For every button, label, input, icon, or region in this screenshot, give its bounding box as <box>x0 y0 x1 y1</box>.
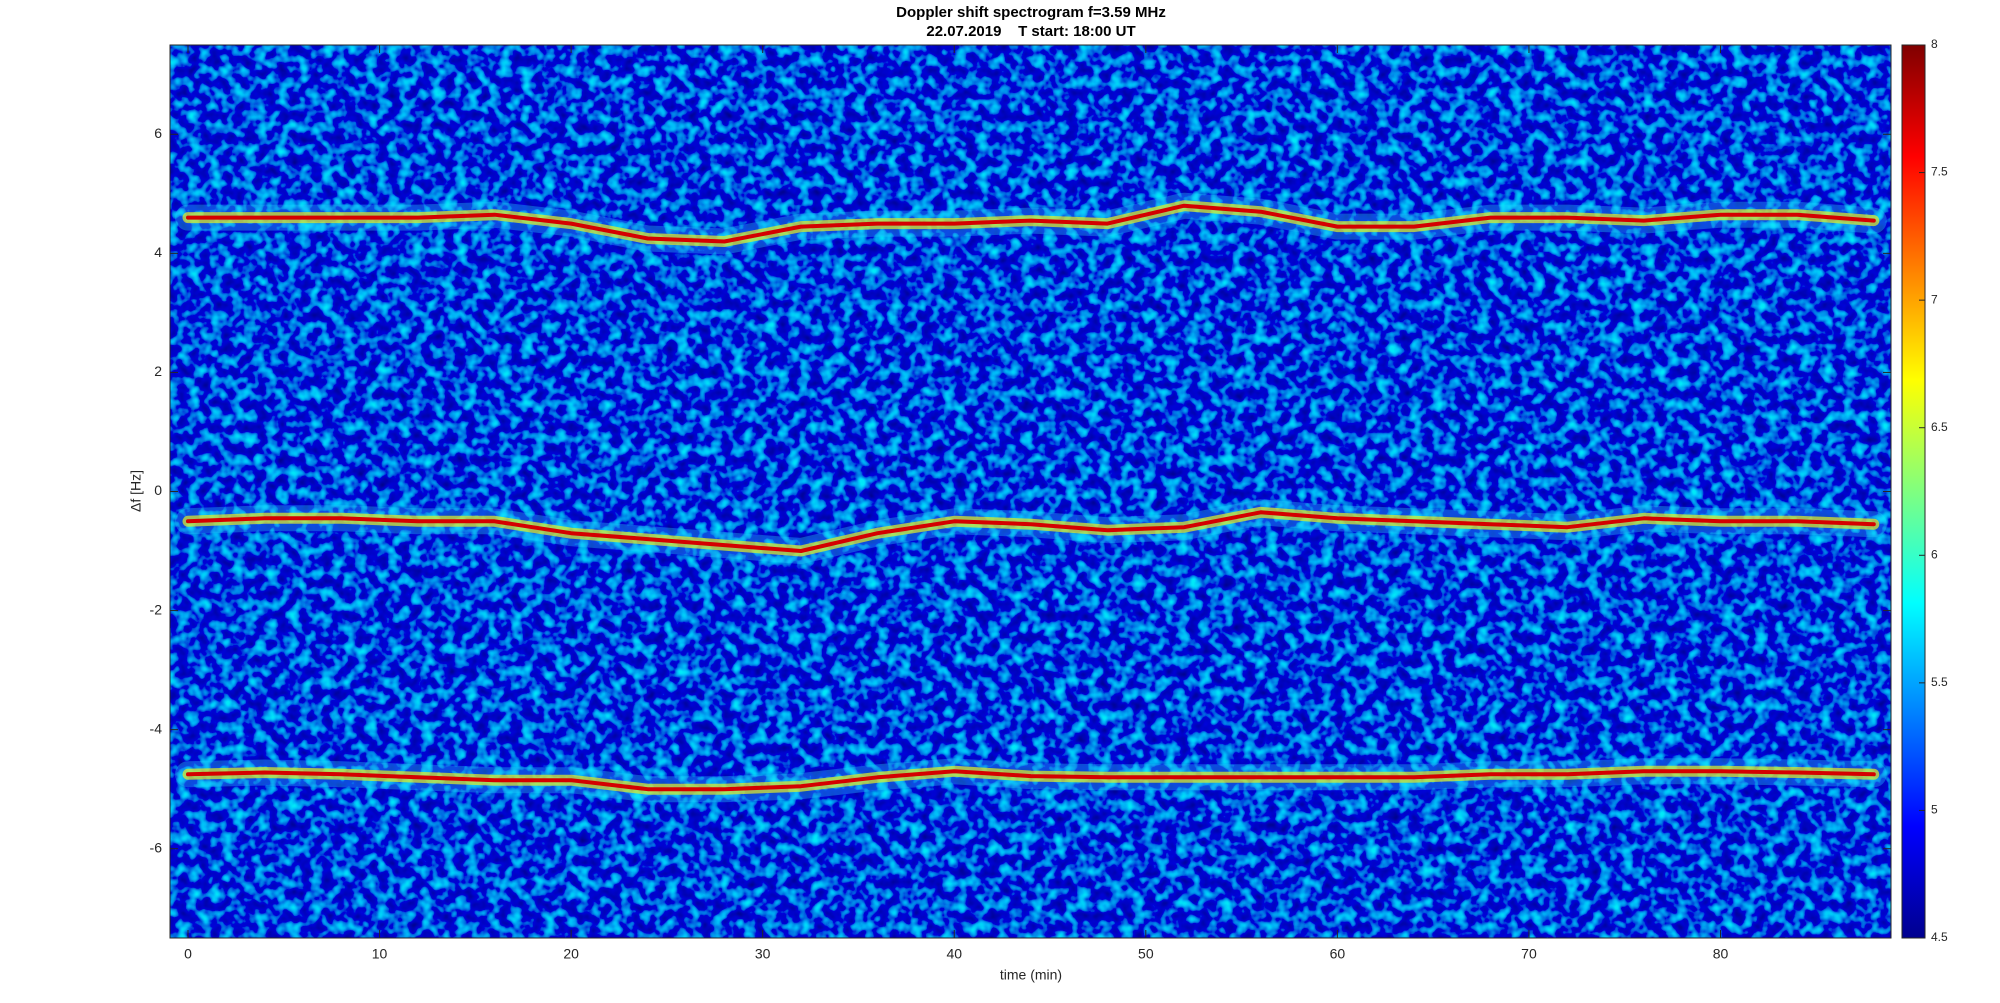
y-tick-label: 4 <box>154 244 162 260</box>
colorbar-tick-label: 5 <box>1931 803 1938 817</box>
x-tick-label: 70 <box>1521 946 1537 962</box>
trace <box>186 510 1876 553</box>
x-tick-label: 20 <box>563 946 579 962</box>
colorbar-tick-label: 5.5 <box>1931 675 1948 689</box>
colorbar-tick-label: 6.5 <box>1931 420 1948 434</box>
chart-title: Doppler shift spectrogram f=3.59 MHz <box>896 4 1166 21</box>
y-tick-label: -2 <box>150 601 163 617</box>
traces <box>175 192 1887 803</box>
y-axis-label: Δf [Hz] <box>128 470 144 512</box>
x-tick-label: 40 <box>946 946 962 962</box>
y-tick-label: -6 <box>150 839 163 855</box>
y-tick-label: -4 <box>150 720 163 736</box>
x-tick-label: 80 <box>1713 946 1729 962</box>
x-tick-label: 50 <box>1138 946 1154 962</box>
y-tick-label: 0 <box>154 482 162 498</box>
colorbar-tick-label: 8 <box>1931 37 1938 51</box>
trace <box>186 769 1876 792</box>
x-tick-label: 60 <box>1330 946 1346 962</box>
colorbar-tick-label: 4.5 <box>1931 930 1948 944</box>
colorbar-tick-label: 6 <box>1931 547 1938 561</box>
colorbar-tick-label: 7 <box>1931 292 1938 306</box>
colorbar <box>1901 44 1926 939</box>
y-tick-label: 2 <box>154 363 162 379</box>
y-tick-label: 6 <box>154 125 162 141</box>
x-axis-label: time (min) <box>1000 967 1062 983</box>
x-tick-label: 10 <box>372 946 388 962</box>
chart-subtitle: 22.07.2019 T start: 18:00 UT <box>926 23 1135 40</box>
spectrogram-noise <box>170 45 1891 938</box>
x-tick-label: 30 <box>755 946 771 962</box>
x-tick-label: 0 <box>184 946 192 962</box>
colorbar-tick-label: 7.5 <box>1931 165 1948 179</box>
trace <box>186 203 1876 244</box>
